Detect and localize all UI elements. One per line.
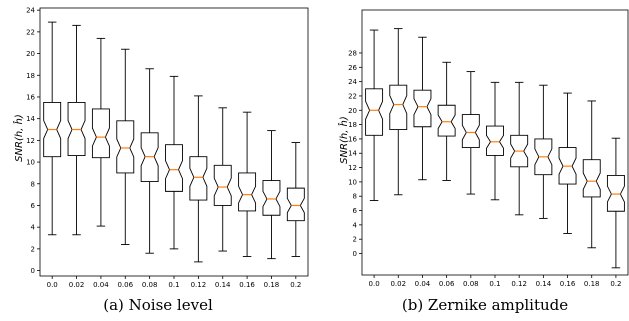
box-body: [389, 84, 408, 131]
y-tick-label: 18: [348, 121, 357, 129]
y-tick-label: 24: [26, 7, 35, 15]
caption-zernike-amplitude: (b) Zernike amplitude: [402, 296, 568, 314]
y-tick-label: 26: [348, 64, 357, 72]
x-tick-label: 0.04: [415, 280, 431, 288]
x-tick-label: 0.04: [93, 281, 109, 289]
box-body: [413, 89, 432, 128]
y-tick-label: 16: [348, 135, 357, 143]
y-tick-label: 10: [26, 159, 35, 167]
x-tick-label: 0.14: [536, 280, 552, 288]
y-tick-label: 16: [26, 93, 35, 101]
y-tick-label: 4: [353, 221, 358, 229]
caption-noise-level: (a) Noise level: [103, 296, 213, 314]
box-0.08: [461, 71, 480, 195]
y-tick-label: 14: [26, 115, 35, 123]
x-tick-label: 0.16: [239, 281, 255, 289]
y-tick-label: 22: [26, 28, 35, 36]
box-0.06: [437, 61, 456, 181]
y-axis-label-noise-level: SNR(h, ĥ): [12, 114, 25, 162]
y-tick-label: 10: [348, 178, 357, 186]
x-tick-label: 0.0: [369, 280, 380, 288]
box-body: [189, 156, 208, 201]
y-tick-label: 12: [348, 164, 357, 172]
x-tick-label: 0.08: [463, 280, 479, 288]
x-tick-label: 0.02: [69, 281, 85, 289]
box-0.1: [165, 75, 183, 250]
x-tick-label: 0.18: [264, 281, 280, 289]
box-0.04: [413, 36, 432, 181]
box-0.14: [213, 107, 232, 252]
box-body: [165, 144, 183, 192]
y-tick-label: 14: [348, 150, 357, 158]
y-tick-label: 20: [26, 50, 35, 58]
box-0.16: [238, 111, 257, 257]
y-tick-label: 24: [348, 78, 357, 86]
x-tick-label: 0.0: [47, 281, 58, 289]
box-0.2: [606, 137, 625, 269]
y-tick-label: 18: [26, 72, 35, 80]
y-tick-label: 22: [348, 92, 357, 100]
box-0.12: [510, 81, 529, 216]
box-0.08: [140, 68, 159, 254]
y-tick-label: 2: [353, 236, 357, 244]
box-body: [606, 174, 625, 212]
box-body: [116, 120, 135, 174]
box-0.2: [286, 142, 305, 257]
box-body: [91, 108, 110, 159]
x-tick-label: 0.02: [390, 280, 406, 288]
y-tick-label: 0: [31, 267, 35, 275]
box-body: [582, 159, 601, 198]
box-body: [286, 187, 305, 222]
box-0.06: [116, 48, 135, 245]
box-body: [238, 172, 257, 212]
box-body: [461, 114, 480, 148]
y-tick-label: 12: [26, 137, 35, 145]
box-0.1: [486, 81, 504, 201]
box-body: [486, 125, 504, 156]
x-tick-label: 0.1: [168, 281, 179, 289]
y-tick-label: 8: [353, 193, 357, 201]
y-tick-label: 4: [31, 224, 36, 232]
x-tick-label: 0.12: [511, 280, 527, 288]
y-tick-label: 0: [353, 250, 357, 258]
y-axis-label-zernike-amplitude: SNR(h, ĥ): [337, 116, 350, 164]
x-tick-label: 0.18: [584, 280, 600, 288]
x-tick-label: 0.16: [560, 280, 576, 288]
x-tick-label: 0.08: [142, 281, 158, 289]
x-tick-label: 0.06: [439, 280, 455, 288]
box-0.18: [262, 130, 281, 260]
y-tick-label: 6: [31, 202, 36, 210]
y-tick-label: 20: [348, 107, 357, 115]
box-body: [213, 164, 232, 206]
x-tick-label: 0.12: [191, 281, 207, 289]
box-0.16: [558, 92, 577, 234]
y-tick-label: 2: [31, 245, 35, 253]
x-tick-label: 0.06: [117, 281, 133, 289]
box-body: [365, 88, 384, 136]
y-tick-label: 28: [348, 49, 357, 57]
box-0.12: [189, 95, 208, 263]
box-0.02: [389, 28, 408, 196]
y-tick-label: 8: [31, 180, 35, 188]
x-tick-label: 0.2: [290, 281, 301, 289]
box-0.02: [67, 24, 86, 236]
y-tick-label: 6: [353, 207, 358, 215]
box-0.18: [582, 100, 601, 249]
box-0.04: [91, 37, 110, 227]
box-0.14: [534, 84, 553, 219]
x-tick-label: 0.1: [489, 280, 500, 288]
box-0.0: [365, 29, 384, 201]
x-tick-label: 0.2: [610, 280, 621, 288]
box-body: [437, 104, 456, 137]
box-body: [262, 180, 281, 216]
box-0.0: [43, 21, 62, 236]
x-tick-label: 0.14: [215, 281, 231, 289]
